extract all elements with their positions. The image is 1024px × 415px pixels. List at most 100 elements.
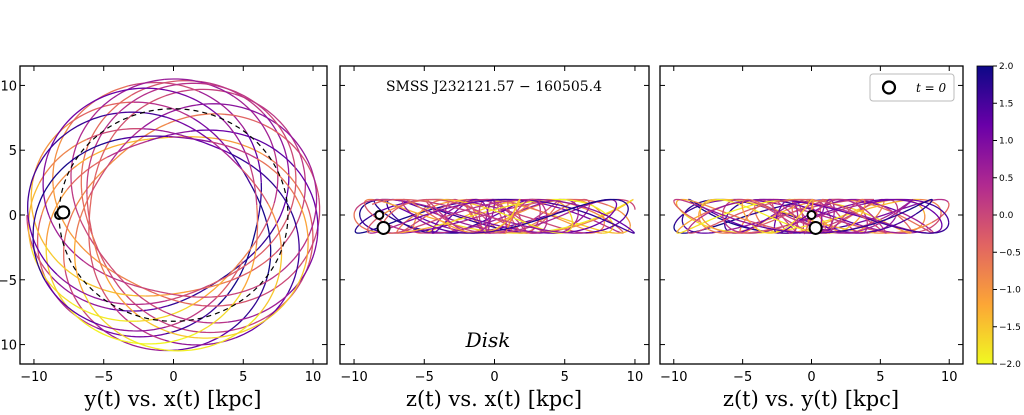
x-tick-label: 0 xyxy=(807,370,815,385)
orbit-segment xyxy=(48,99,96,152)
colorbar xyxy=(976,65,994,365)
orbit-segment xyxy=(124,136,169,145)
orbit-segment xyxy=(110,127,144,162)
current-position-marker xyxy=(374,210,385,220)
orbit-segment xyxy=(507,206,517,228)
legend-marker-icon xyxy=(881,80,897,95)
orbit-segment xyxy=(687,209,716,231)
x-tick-label: 5 xyxy=(239,370,247,385)
orbit-segment xyxy=(27,182,40,249)
y-tick-label: 5 xyxy=(9,144,17,159)
orbit-segment xyxy=(281,170,297,229)
orbit-segment xyxy=(224,113,287,140)
orbit-segment xyxy=(210,140,243,170)
orbit-segment xyxy=(538,215,548,234)
orbit-segment xyxy=(903,198,932,213)
orbit-segment xyxy=(821,199,829,217)
x-tick-label: 0 xyxy=(490,370,498,385)
orbit-segment xyxy=(166,312,228,324)
orbit-segment xyxy=(699,198,717,214)
orbit-segment xyxy=(86,194,93,235)
x-tick-label: −10 xyxy=(20,370,47,385)
orbit-segment xyxy=(88,175,97,216)
orbit-segment xyxy=(268,179,298,230)
orbit-segment xyxy=(142,104,197,129)
orbit-segment xyxy=(86,127,144,140)
orbit-segment xyxy=(760,225,840,234)
orbit-segment xyxy=(104,274,139,317)
x-tick-label: −10 xyxy=(660,370,687,385)
orbit-segment xyxy=(136,304,193,322)
orbit-segment xyxy=(705,206,758,230)
orbit-segment xyxy=(70,163,80,216)
orbit-segment xyxy=(849,200,877,221)
orbit-segment xyxy=(248,163,258,206)
orbit-segment xyxy=(384,201,448,224)
orbit-segment xyxy=(196,103,263,116)
orbit-segment xyxy=(701,202,763,225)
orbit-segment xyxy=(210,141,258,160)
orbit-segment xyxy=(191,275,229,306)
orbit-segment xyxy=(111,304,166,341)
orbit-segment xyxy=(389,198,461,216)
orbit-segment xyxy=(233,95,274,148)
orbit-segment xyxy=(100,78,165,109)
orbit-segment xyxy=(32,214,46,281)
orbit-segment xyxy=(846,203,917,227)
orbit-segment xyxy=(931,201,950,224)
orbit-segment xyxy=(516,198,536,211)
panel-title: SMSS J232121.57 − 160505.4 xyxy=(386,79,602,95)
orbit-segment xyxy=(676,223,702,234)
y-tick-label: 10 xyxy=(0,339,17,354)
orbit-segment xyxy=(859,215,924,234)
orbit-segment xyxy=(76,142,125,167)
orbit-segment xyxy=(143,128,190,139)
colorbar-ticks: 2.0 1.5 1.0 0.5 0.0 −0.5 −1.0 −1.5 −2.0 xyxy=(993,62,1021,370)
orbit-segment xyxy=(296,169,319,232)
orbit-segment xyxy=(30,181,46,246)
orbit-segment xyxy=(125,283,168,314)
orbit-segment xyxy=(838,201,858,223)
orbit-segment xyxy=(696,204,761,228)
orbit-segment xyxy=(51,276,110,310)
orbit-segment xyxy=(437,227,500,234)
axis-ticks: −10 −5 0 5 10 10 5 0 −5 10 −10 −5 0 5 10 −10 −5 0 5 10 xyxy=(0,66,963,385)
x-tick-label: 10 xyxy=(627,370,644,385)
orbit-segment xyxy=(44,280,99,326)
orbit-segment xyxy=(673,201,700,223)
orbit-segment xyxy=(725,224,787,234)
orbit-segment xyxy=(272,147,279,204)
x-tick-label: −10 xyxy=(340,370,367,385)
orbit-segment xyxy=(147,289,192,305)
orbit-segment xyxy=(88,94,132,143)
orbit-segment xyxy=(94,130,117,176)
orbit-segment xyxy=(243,226,276,263)
orbit-segment xyxy=(785,203,863,227)
orbit-segment xyxy=(673,223,691,234)
orbit-segment xyxy=(693,200,752,223)
orbit-segment xyxy=(819,198,827,207)
x-tick-label: −5 xyxy=(733,370,752,385)
orbit-segment xyxy=(438,211,465,232)
orbit-segment xyxy=(839,211,905,233)
orbit-segment xyxy=(133,82,201,102)
current-position-marker xyxy=(806,210,817,220)
orbit-segment xyxy=(47,114,106,152)
orbit-segment xyxy=(810,198,814,211)
orbit-segment xyxy=(90,256,113,306)
orbit-segment xyxy=(503,227,509,234)
colorbar-tick-label: −0.5 xyxy=(999,248,1021,258)
orbit-segment xyxy=(698,209,711,231)
orbit-segment xyxy=(485,205,495,228)
orbit-segment xyxy=(687,227,706,234)
orbit-segment xyxy=(121,135,169,140)
orbit-segment xyxy=(165,304,220,335)
orbit-segment xyxy=(618,226,635,234)
orbit-segment xyxy=(406,198,456,205)
x-tick-label: 10 xyxy=(941,370,958,385)
orbit-segment xyxy=(429,201,512,224)
orbit-segment xyxy=(568,198,618,211)
x-tick-label: 5 xyxy=(876,370,884,385)
orbit-segment xyxy=(66,156,108,191)
orbit-segment xyxy=(290,135,307,200)
